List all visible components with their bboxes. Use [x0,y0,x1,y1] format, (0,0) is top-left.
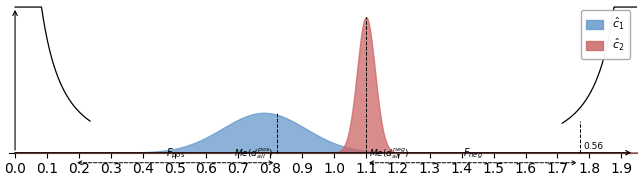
Legend: $\hat{c}_1$, $\hat{c}_2$: $\hat{c}_1$, $\hat{c}_2$ [580,10,630,59]
Text: $Me(d^{pos}_{all})$: $Me(d^{pos}_{all})$ [234,146,273,161]
Text: $F_{pos}$: $F_{pos}$ [166,146,185,161]
Text: 0.56: 0.56 [583,142,603,151]
Text: $Me(d^{neg}_{all})$: $Me(d^{neg}_{all})$ [369,146,410,161]
Text: $F_{neg}$: $F_{neg}$ [463,146,483,161]
